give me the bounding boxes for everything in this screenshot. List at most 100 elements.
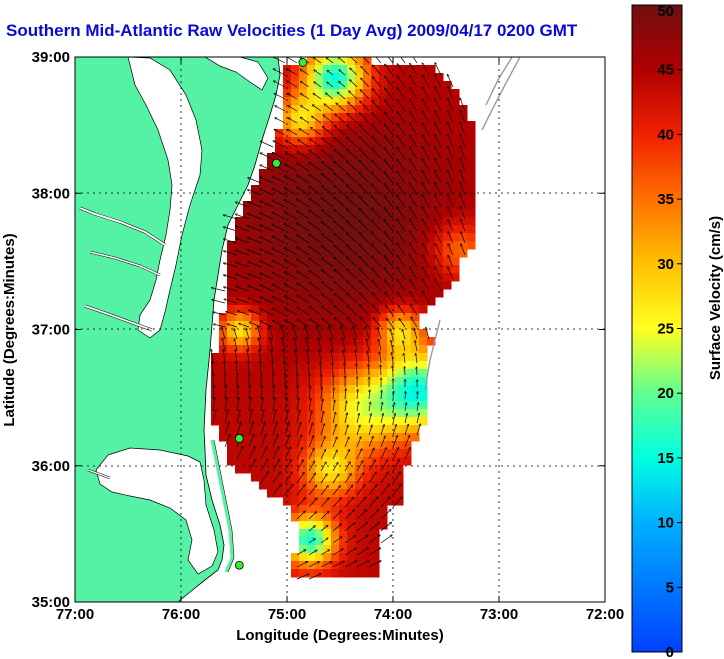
velocity-cell	[451, 233, 460, 242]
velocity-cell	[379, 457, 388, 466]
velocity-cell	[275, 393, 284, 402]
velocity-cell	[283, 369, 292, 378]
velocity-vector	[385, 64, 394, 76]
velocity-vector	[272, 422, 277, 436]
velocity-cell	[323, 353, 332, 362]
velocity-cell	[323, 233, 332, 242]
chesapeake-bay	[127, 57, 203, 339]
velocity-cell	[355, 529, 364, 538]
velocity-vector	[309, 174, 322, 184]
velocity-cell	[227, 265, 236, 274]
velocity-vector	[347, 137, 358, 148]
velocity-cell	[283, 313, 292, 322]
velocity-cell	[347, 169, 356, 178]
velocity-cell	[299, 233, 308, 242]
velocity-vector	[299, 129, 310, 136]
velocity-cell	[363, 497, 372, 506]
velocity-cell	[411, 353, 420, 362]
velocity-vector	[320, 437, 325, 448]
velocity-cell	[339, 113, 348, 122]
velocity-cell	[411, 385, 420, 394]
velocity-vector	[409, 231, 418, 244]
velocity-cell	[251, 401, 260, 410]
velocity-cell	[259, 177, 268, 186]
velocity-cell	[291, 465, 300, 474]
velocity-cell	[411, 137, 420, 146]
velocity-vector	[272, 296, 286, 304]
velocity-cell	[395, 209, 404, 218]
velocity-vector	[236, 361, 237, 376]
velocity-cell	[323, 257, 332, 266]
velocity-vector	[297, 163, 310, 172]
velocity-cell	[379, 113, 388, 122]
velocity-vector	[422, 231, 430, 244]
velocity-vector	[284, 164, 298, 172]
velocity-cell	[403, 393, 412, 402]
velocity-vector	[334, 257, 346, 268]
velocity-cell	[419, 233, 428, 242]
velocity-vector	[384, 100, 394, 112]
velocity-cell	[259, 457, 268, 466]
velocity-vector	[344, 437, 349, 448]
x-tick-label: 74:00	[374, 606, 412, 623]
velocity-cell	[355, 57, 364, 66]
velocity-cell	[211, 393, 220, 402]
velocity-vector	[397, 64, 406, 76]
velocity-cell	[323, 481, 332, 490]
velocity-cell	[267, 393, 276, 402]
velocity-cell	[467, 121, 476, 130]
velocity-cell	[419, 177, 428, 186]
velocity-cell	[235, 329, 244, 338]
velocity-cell	[307, 321, 316, 330]
velocity-vector	[409, 195, 418, 208]
velocity-cell	[299, 497, 308, 506]
velocity-cell	[251, 193, 260, 202]
velocity-cell	[331, 305, 340, 314]
velocity-cell	[395, 129, 404, 138]
velocity-cell	[363, 569, 372, 578]
velocity-vector	[359, 280, 370, 292]
velocity-cell	[307, 329, 316, 338]
velocity-cell	[339, 513, 348, 522]
velocity-cell	[347, 489, 356, 498]
velocity-cell	[331, 569, 340, 578]
velocity-cell	[443, 81, 452, 90]
velocity-cell	[291, 513, 300, 522]
velocity-cell	[411, 209, 420, 218]
velocity-cell	[395, 433, 404, 442]
velocity-cell	[299, 257, 308, 266]
velocity-cell	[243, 233, 252, 242]
velocity-vector	[227, 324, 238, 328]
velocity-cell	[403, 265, 412, 274]
velocity-vector	[360, 101, 370, 112]
velocity-cell	[427, 209, 436, 218]
velocity-cell	[291, 569, 300, 578]
velocity-cell	[395, 73, 404, 82]
velocity-cell	[283, 81, 292, 90]
velocity-cell	[315, 545, 324, 554]
velocity-vector	[422, 135, 430, 148]
velocity-cell	[331, 561, 340, 570]
velocity-cell	[379, 257, 388, 266]
velocity-vector	[371, 232, 382, 244]
velocity-cell	[323, 457, 332, 466]
velocity-cell	[275, 153, 284, 162]
velocity-vector	[326, 93, 334, 100]
velocity-vector	[272, 248, 286, 256]
velocity-cell	[291, 481, 300, 490]
velocity-cell	[379, 289, 388, 298]
velocity-cell	[315, 473, 324, 482]
velocity-cell	[315, 361, 324, 370]
velocity-vector	[435, 207, 442, 220]
velocity-vector	[372, 172, 382, 184]
velocity-vector	[297, 295, 310, 304]
velocity-cell	[363, 457, 372, 466]
velocity-cell	[267, 433, 276, 442]
velocity-cell	[347, 313, 356, 322]
velocity-cell	[315, 497, 324, 506]
velocity-cell	[243, 217, 252, 226]
velocity-cell	[379, 473, 388, 482]
velocity-vector	[356, 522, 367, 532]
velocity-vector	[332, 474, 339, 484]
